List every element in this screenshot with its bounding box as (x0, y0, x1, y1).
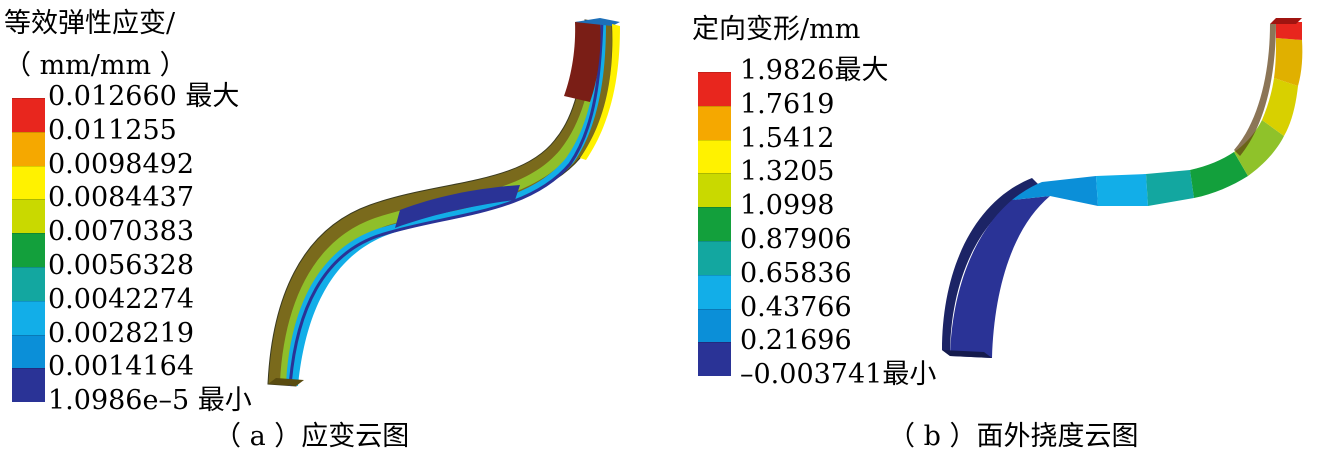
beam-mid-low-strain (395, 185, 520, 228)
panel-strain: 等效弹性应变/ （ mm/mm ） 0.012660 最大 0.011255 0… (0, 0, 660, 458)
legend-label: 0.0014164 (48, 351, 195, 383)
legend-label: 1.9826最大 (740, 55, 889, 86)
legend-swatch (12, 233, 45, 267)
legend-label: 0.011255 (48, 114, 177, 146)
legend-swatch (698, 139, 731, 174)
legend-label: 0.0056328 (48, 250, 195, 281)
deflection-band-7 (1274, 38, 1303, 86)
deflection-band-8 (1276, 22, 1302, 40)
deflection-band-1 (1012, 176, 1098, 206)
legend-swatch (12, 165, 45, 200)
legend-title-strain-line1: 等效弹性应变/ (4, 8, 176, 39)
deflection-band-2 (1096, 174, 1148, 206)
legend-label: 0.0070383 (48, 216, 195, 248)
legend-swatch (698, 173, 731, 208)
caption-strain: （ a ）应变云图 (214, 421, 410, 452)
legend-label: 1.3205 (740, 156, 835, 188)
beam-bottom-end (942, 350, 992, 358)
beam-side-face (942, 178, 1040, 356)
legend-label: 0.43766 (740, 291, 852, 323)
legend-label: 0.0098492 (48, 148, 195, 180)
legend-label: 1.0998 (740, 190, 835, 222)
beam-edge-strip (580, 24, 620, 160)
beam-blue-line (288, 21, 604, 387)
legend-swatch (698, 342, 731, 377)
legend-label: 1.5412 (740, 122, 835, 154)
legend-swatch (12, 131, 45, 166)
legend-title-deflection: 定向变形/mm (692, 14, 861, 45)
deflection-contour-model (942, 18, 1303, 358)
deflection-band-4 (1190, 152, 1248, 198)
caption-deflection: （ b ）面外挠度云图 (888, 421, 1139, 452)
deflection-band-6 (1262, 78, 1298, 136)
legend-label: 0.0028219 (48, 317, 195, 349)
deflection-band-3 (1146, 170, 1194, 206)
legend-swatch (12, 267, 45, 301)
legend-swatch (698, 274, 731, 309)
beam-top-cap (1270, 18, 1302, 24)
deflection-band-0 (950, 196, 1050, 358)
legend-swatch (698, 207, 731, 241)
legend-swatch (698, 241, 731, 275)
beam-top-high-strain (564, 20, 601, 102)
legend-title-strain-line2: （ mm/mm ） (4, 50, 187, 81)
legend-label: 1.7619 (740, 88, 835, 120)
panel-deflection: 定向变形/mm 1.9826最大 1.7619 1.5412 1.3205 1.… (660, 0, 1326, 458)
legend-swatch (12, 300, 45, 335)
legend-swatch (698, 308, 731, 343)
legend-swatch (12, 334, 45, 369)
legend-label: 0.87906 (740, 224, 852, 255)
legend-swatch (698, 72, 731, 106)
deflection-band-5 (1234, 120, 1284, 176)
legend-swatch (12, 368, 45, 403)
beam-top-cap (575, 18, 620, 26)
strain-contour-model (267, 18, 620, 387)
legend-label: –0.003741最小 (740, 359, 937, 391)
legend-label: 0.0084437 (48, 182, 195, 214)
legend-label: 0.21696 (740, 325, 852, 357)
legend-label: 0.65836 (740, 257, 852, 289)
legend-label: 0.0042274 (48, 283, 195, 315)
legend-label: 1.0986e–5 最小 (48, 385, 252, 417)
legend-swatch (12, 199, 45, 234)
legend-swatch (12, 98, 45, 132)
beam-bottom-end (268, 378, 304, 386)
legend-label: 0.012660 最大 (48, 81, 240, 112)
legend-swatch (698, 105, 731, 140)
beam-upper-side-face (1234, 22, 1276, 156)
